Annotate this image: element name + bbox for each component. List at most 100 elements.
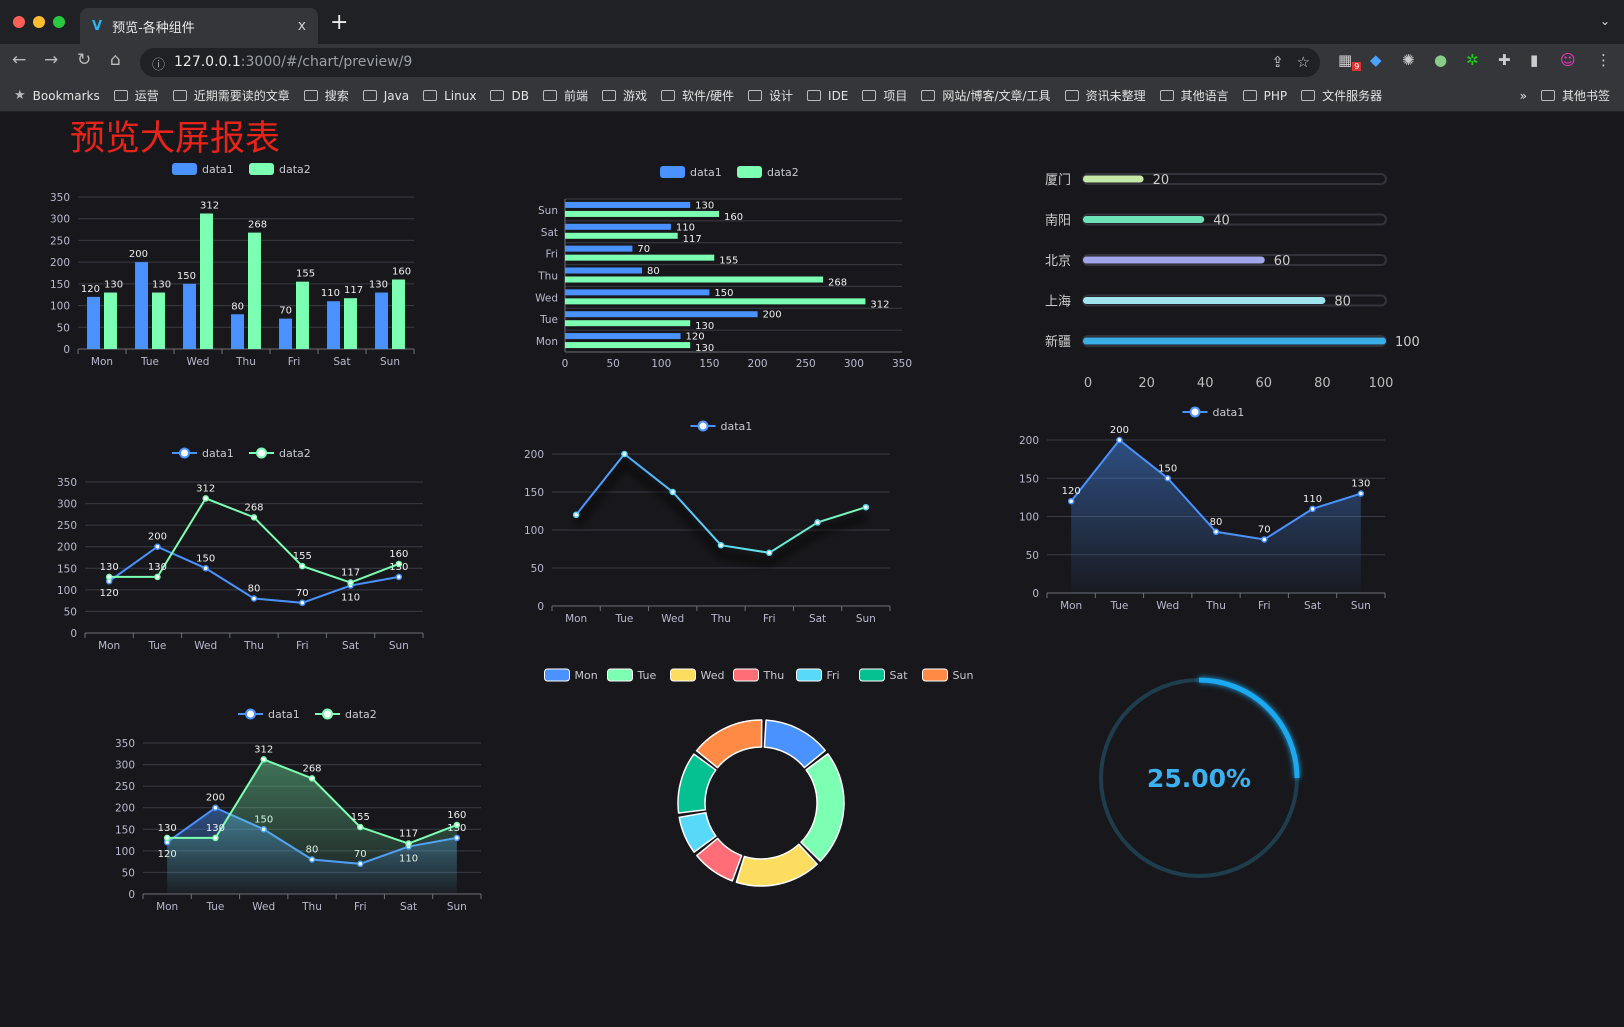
y-tick-label: 350 (57, 477, 77, 489)
bookmark-item[interactable]: Linux (423, 89, 476, 103)
legend-item-data2[interactable]: data2 (249, 163, 311, 176)
legend-item-data1[interactable]: data1 (172, 163, 234, 176)
y-tick-label: 0 (70, 628, 77, 640)
share-icon[interactable]: ⇪ (1271, 53, 1284, 71)
data-label: 200 (763, 310, 782, 321)
bookmark-item[interactable]: 近期需要读的文章 (172, 87, 290, 104)
other-bookmarks[interactable]: 其他书签 (1540, 87, 1610, 104)
address-bar[interactable]: ⓘ 127.0.0.1:3000/#/chart/preview/9 ⇪ ☆ (140, 48, 1320, 77)
bookmark-item[interactable]: 运营 (113, 87, 159, 104)
bookmark-item[interactable]: 游戏 (601, 87, 647, 104)
legend-item-Fri[interactable]: Fri (796, 668, 840, 682)
extension-react-icon[interactable]: ✲ (1466, 51, 1479, 69)
y-tick-label: 50 (531, 563, 544, 575)
pie-slice-Thu[interactable] (695, 837, 743, 882)
folder-icon (172, 90, 187, 101)
minimize-window-button[interactable] (33, 16, 45, 28)
bookmark-item[interactable]: 项目 (862, 87, 907, 104)
x-tick-label: 40 (1197, 376, 1214, 391)
side-panel-icon[interactable]: ▮ (1530, 51, 1539, 69)
legend-item-data1[interactable]: data1 (1182, 406, 1245, 419)
forward-icon[interactable]: → (44, 50, 59, 70)
y-tick-label: Fri (545, 249, 558, 261)
data-label: 268 (302, 763, 321, 774)
bookmark-item[interactable]: ★ Bookmarks (14, 88, 100, 103)
bookmark-item[interactable]: DB (490, 89, 529, 103)
bar-data1 (135, 262, 148, 349)
browser-tab[interactable]: V 预览-各种组件 x (80, 8, 318, 44)
legend-item-data2[interactable]: data2 (249, 447, 311, 460)
extension-diamond-icon[interactable]: ◆ (1370, 51, 1382, 69)
data-label: 130 (695, 343, 714, 354)
data-point (299, 599, 306, 607)
menu-kebab-icon[interactable]: ⋮ (1596, 51, 1611, 69)
home-icon[interactable]: ⌂ (110, 50, 121, 70)
pie-slice-Tue[interactable] (800, 753, 845, 862)
bookmark-item[interactable]: 文件服务器 (1301, 87, 1382, 104)
extension-gear-icon[interactable]: ✺ (1402, 51, 1415, 69)
x-tick-label: Fri (354, 901, 367, 913)
legend-item-Sun[interactable]: Sun (922, 668, 974, 682)
bar-data1 (565, 245, 633, 252)
data-label: 120 (1062, 486, 1081, 497)
legend-item-Sat[interactable]: Sat (859, 668, 909, 682)
profile-avatar[interactable]: ☺ (1560, 51, 1576, 69)
x-tick-label: Wed (661, 613, 684, 625)
legend-item-Wed[interactable]: Wed (670, 668, 725, 682)
bookmarks-overflow-button[interactable]: » (1519, 88, 1527, 103)
x-tick-label: Mon (91, 356, 113, 368)
bookmark-item[interactable]: 资讯未整理 (1064, 87, 1146, 104)
bookmark-item[interactable]: 设计 (748, 87, 793, 104)
y-tick-label: Mon (536, 336, 558, 348)
legend-item-data2[interactable]: data2 (737, 166, 799, 179)
bookmark-item[interactable]: 网站/博客/文章/工具 (921, 87, 1051, 104)
bookmark-item[interactable]: PHP (1242, 89, 1287, 103)
bookmark-item[interactable]: IDE (807, 89, 848, 103)
tab-close-icon[interactable]: x (297, 18, 306, 34)
bookmark-item[interactable]: 搜索 (303, 87, 349, 104)
folder-icon (490, 90, 505, 101)
value-label: 60 (1274, 254, 1291, 269)
bar-data2 (565, 210, 720, 217)
pie-slice-Sun[interactable] (695, 719, 763, 769)
legend-item-data1[interactable]: data1 (660, 166, 722, 179)
extensions-puzzle-icon[interactable]: ✚ (1498, 51, 1511, 69)
legend-item-Mon[interactable]: Mon (544, 668, 598, 682)
pie-slice-Fri[interactable] (678, 811, 717, 853)
legend-swatch (733, 668, 759, 682)
bookmark-item[interactable]: 软件/硬件 (660, 87, 734, 104)
bookmark-item[interactable]: Java (362, 88, 410, 103)
legend-item-data1[interactable]: data1 (238, 708, 300, 721)
legend-item-data2[interactable]: data2 (315, 708, 377, 721)
extension-icon[interactable]: ▦ 9 (1338, 51, 1362, 71)
x-tick-label: 100 (651, 358, 671, 370)
legend-label: data1 (202, 163, 234, 176)
bookmark-item[interactable]: 其他语言 (1159, 87, 1229, 104)
legend-item-Tue[interactable]: Tue (607, 668, 657, 682)
back-icon[interactable]: ← (12, 50, 27, 70)
new-tab-button[interactable]: + (330, 10, 349, 35)
bookmark-item[interactable]: 前端 (542, 87, 588, 104)
tab-list-chevron-icon[interactable]: ⌄ (1599, 14, 1610, 28)
site-info-icon[interactable]: ⓘ (152, 58, 166, 73)
bookmark-star-icon[interactable]: ☆ (1296, 53, 1310, 71)
extension-circle-icon[interactable]: ● (1434, 51, 1448, 69)
bookmark-label: Java (383, 88, 410, 103)
pie-slice-Mon[interactable] (763, 719, 827, 769)
y-tick-label: 150 (524, 487, 544, 499)
data-label: 312 (870, 299, 889, 310)
x-tick-label: Thu (1205, 600, 1226, 612)
pie-slice-Wed[interactable] (735, 843, 818, 887)
bookmark-label: 近期需要读的文章 (193, 89, 290, 103)
pie-slice-Sat[interactable] (677, 753, 717, 814)
maximize-window-button[interactable] (53, 16, 65, 28)
close-window-button[interactable] (13, 16, 25, 28)
bar-data1 (375, 292, 388, 349)
legend-item-data1[interactable]: data1 (172, 447, 234, 460)
bar-data1 (183, 283, 196, 349)
y-tick-label: 200 (524, 449, 544, 461)
reload-icon[interactable]: ↻ (77, 50, 92, 70)
legend-item-data1[interactable]: data1 (690, 420, 753, 433)
data-point (766, 549, 773, 557)
legend-item-Thu[interactable]: Thu (733, 668, 785, 682)
